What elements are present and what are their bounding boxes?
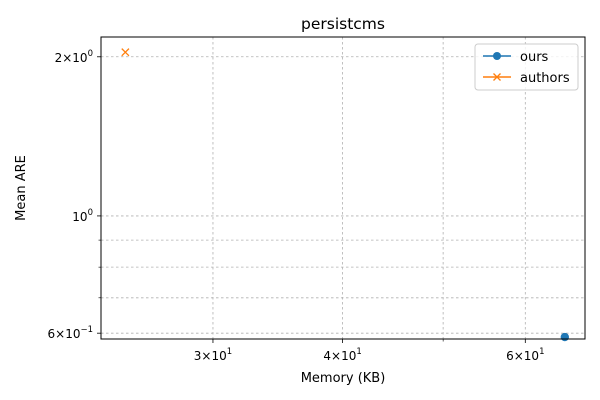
legend-marker-authors xyxy=(493,73,501,81)
series-ours xyxy=(560,332,570,342)
x-axis-label: Memory (KB) xyxy=(301,371,386,386)
x-tick-label: 3×101 xyxy=(194,347,232,363)
legend: ours authors xyxy=(474,43,579,91)
y-tick-label: 2×100 xyxy=(55,49,93,65)
x-tick-label: 4×101 xyxy=(323,347,361,363)
series-authors xyxy=(121,48,130,57)
data-point-authors xyxy=(121,48,130,57)
plot-frame xyxy=(100,36,586,340)
data-point-ours xyxy=(560,332,570,342)
y-axis-label: Mean ARE xyxy=(14,155,29,221)
legend-label-authors: authors xyxy=(520,71,570,86)
chart-title: persistcms xyxy=(301,15,385,33)
legend-marker-ours xyxy=(493,52,501,60)
legend-label-ours: ours xyxy=(520,50,549,65)
x-tick-label: 6×101 xyxy=(506,347,544,363)
